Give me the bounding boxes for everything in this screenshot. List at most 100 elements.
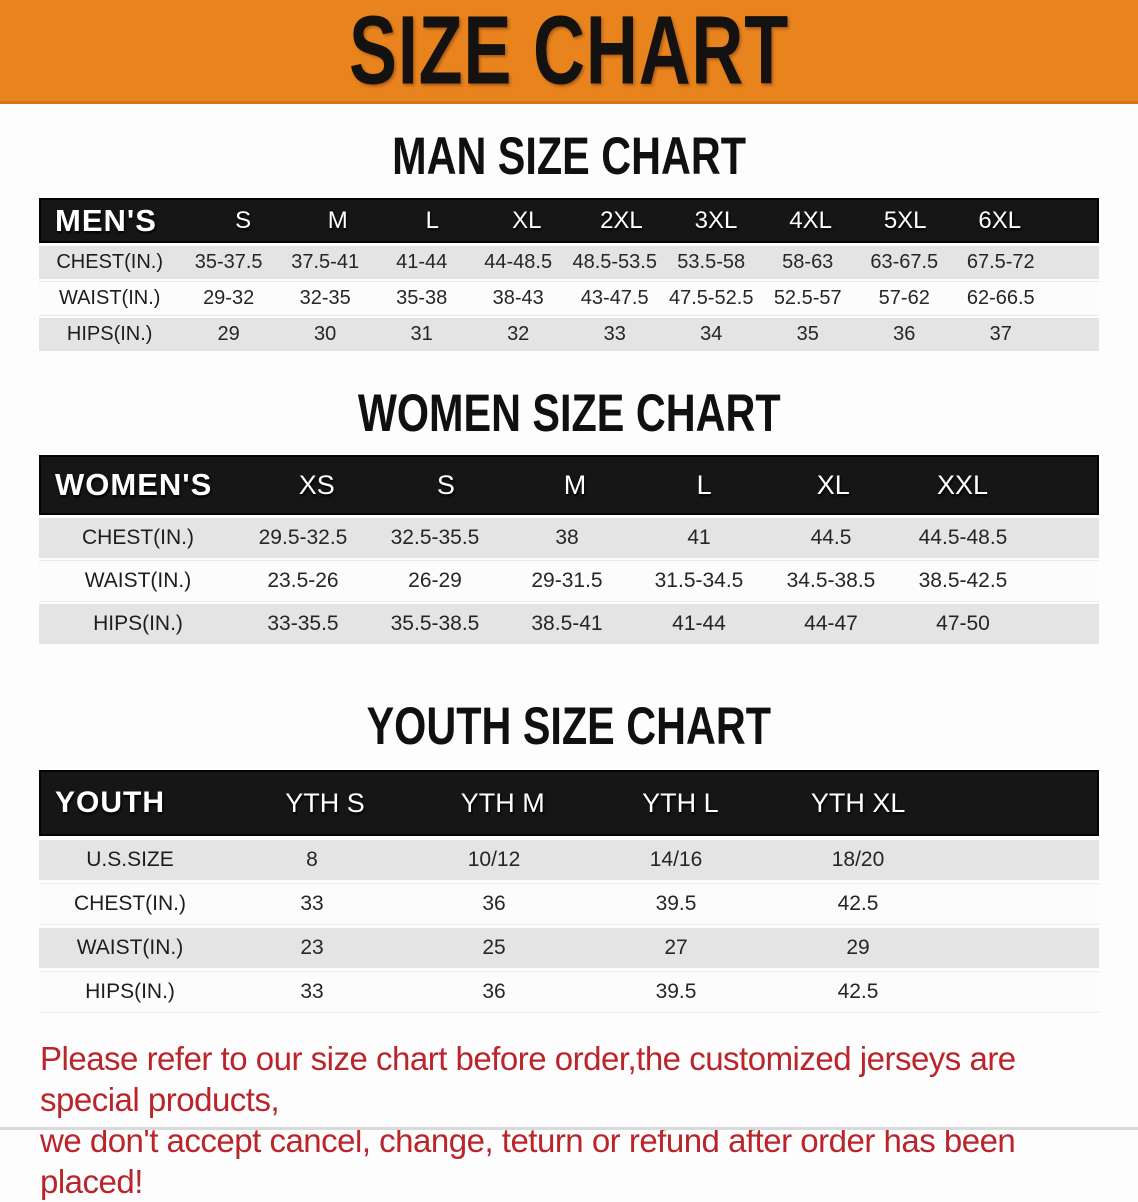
women-table-corner-label: WOMEN'S [55, 467, 213, 502]
men-value-cell-0-2: 41-44 [396, 251, 448, 273]
men-size-column-header-7: 5XL [883, 206, 927, 234]
women-size-column-header-4: XL [816, 469, 850, 500]
men-value-cell-2-5: 34 [700, 323, 723, 345]
men-size-column-header-4: 2XL [600, 206, 643, 234]
men-value-cell-2-7: 36 [893, 323, 916, 345]
disclaimer-line-2: we don't accept cancel, change, teturn o… [40, 1122, 1016, 1200]
men-value-cell-2-0: 29 [217, 323, 240, 345]
men-value-cell-1-8: 62-66.5 [966, 287, 1035, 309]
men-row-label-1: WAIST(IN.) [58, 287, 161, 309]
men-size-column-header-5: 3XL [694, 206, 738, 234]
bottom-edge-line [0, 1127, 1138, 1130]
section-heading-women-text: WOMEN SIZE CHART [357, 382, 781, 443]
men-size-column-header-6: 4XL [789, 206, 832, 234]
men-value-cell-2-3: 32 [507, 323, 530, 345]
men-value-cell-1-4: 43-47.5 [580, 287, 649, 309]
women-value-cell-1-4: 34.5-38.5 [786, 569, 876, 592]
youth-value-cell-0-0: 8 [306, 848, 318, 871]
men-value-cell-1-2: 35-38 [396, 287, 448, 309]
men-value-cell-2-6: 35 [796, 323, 819, 345]
youth-value-cell-1-3: 42.5 [837, 892, 879, 915]
women-size-column-header-1: S [436, 469, 455, 500]
youth-value-cell-2-1: 25 [482, 936, 506, 959]
women-value-cell-1-3: 31.5-34.5 [654, 569, 744, 592]
men-size-column-header-3: XL [512, 206, 542, 234]
men-value-cell-2-1: 30 [314, 323, 337, 345]
women-value-cell-0-0: 29.5-32.5 [258, 526, 348, 549]
women-value-cell-0-5: 44.5-48.5 [918, 526, 1008, 549]
youth-value-cell-3-0: 33 [300, 980, 324, 1003]
youth-row-label-0: U.S.SIZE [86, 848, 174, 871]
youth-measurement-row-0: U.S.SIZE 8 10/12 14/16 18/20 [39, 840, 1099, 880]
men-size-column-header-2: L [425, 206, 439, 234]
men-value-cell-0-5: 53.5-58 [677, 251, 746, 273]
women-size-table: WOMEN'S XS S M L XL XXL CHEST(IN.) 29.5-32.5 32.5… [39, 455, 1099, 644]
men-value-cell-1-5: 47.5-52.5 [668, 287, 754, 309]
section-heading-youth-text: YOUTH SIZE CHART [366, 695, 772, 756]
men-value-cell-2-2: 31 [410, 323, 433, 345]
youth-value-cell-3-2: 39.5 [655, 980, 697, 1003]
men-value-cell-1-0: 29-32 [203, 287, 255, 309]
men-measurement-row-0: CHEST(IN.) 35-37.5 37.5-41 41-44 44-48.5 48.5… [39, 246, 1099, 279]
youth-row-label-3: HIPS(IN.) [85, 980, 175, 1003]
women-value-cell-2-4: 44-47 [804, 612, 858, 635]
women-value-cell-1-5: 38.5-42.5 [918, 569, 1008, 592]
women-value-cell-1-2: 29-31.5 [531, 569, 603, 592]
youth-value-cell-1-2: 39.5 [655, 892, 697, 915]
women-size-column-header-2: M [563, 469, 587, 500]
youth-row-label-1: CHEST(IN.) [74, 892, 186, 915]
men-value-cell-0-1: 37.5-41 [291, 251, 360, 273]
section-heading-youth: YOUTH SIZE CHART [0, 696, 1138, 755]
disclaimer-line-1: Please refer to our size chart before or… [40, 1040, 1016, 1118]
men-value-cell-0-8: 67.5-72 [966, 251, 1035, 273]
section-heading-men: MAN SIZE CHART [0, 126, 1138, 185]
women-row-label-1: WAIST(IN.) [84, 569, 192, 592]
youth-measurement-row-2: WAIST(IN.) 23 25 27 29 [39, 928, 1099, 968]
youth-size-column-header-2: YTH L [642, 787, 719, 818]
men-value-cell-1-6: 52.5-57 [773, 287, 842, 309]
youth-value-cell-3-3: 42.5 [837, 980, 879, 1003]
women-value-cell-0-4: 44.5 [810, 526, 852, 549]
women-value-cell-0-3: 41 [687, 526, 711, 549]
men-value-cell-2-8: 37 [989, 323, 1012, 345]
women-value-cell-2-1: 35.5-38.5 [390, 612, 480, 635]
men-value-cell-1-3: 38-43 [492, 287, 544, 309]
youth-table-corner-label: YOUTH [55, 786, 165, 819]
women-size-column-header-3: L [696, 469, 712, 500]
women-value-cell-1-0: 23.5-26 [267, 569, 339, 592]
youth-value-cell-0-2: 14/16 [649, 848, 703, 871]
men-value-cell-2-4: 33 [603, 323, 626, 345]
men-table-header-row: MEN'S S M L XL 2XL 3XL 4XL 5XL 6XL [39, 198, 1099, 243]
men-value-cell-1-1: 32-35 [299, 287, 351, 309]
youth-size-column-header-1: YTH M [460, 787, 545, 818]
youth-table-header-row: YOUTH YTH S YTH M YTH L YTH XL [39, 770, 1099, 836]
section-heading-men-text: MAN SIZE CHART [392, 125, 746, 186]
men-value-cell-0-6: 58-63 [782, 251, 834, 273]
women-value-cell-2-3: 41-44 [672, 612, 726, 635]
youth-size-table: YOUTH YTH S YTH M YTH L YTH XL U.S.SIZE 8 10/12… [39, 770, 1099, 1012]
youth-value-cell-1-1: 36 [482, 892, 506, 915]
men-measurement-row-2: HIPS(IN.) 29 30 31 32 33 34 35 36 37 [39, 318, 1099, 351]
men-value-cell-0-3: 44-48.5 [484, 251, 553, 273]
men-value-cell-0-4: 48.5-53.5 [572, 251, 657, 273]
men-row-label-2: HIPS(IN.) [66, 323, 153, 345]
women-value-cell-2-0: 33-35.5 [267, 612, 339, 635]
banner-title: SIZE CHART [349, 0, 789, 105]
size-chart-banner: SIZE CHART [0, 0, 1138, 104]
men-value-cell-0-0: 35-37.5 [194, 251, 263, 273]
women-size-column-header-5: XXL [936, 469, 988, 500]
women-value-cell-0-2: 38 [555, 526, 579, 549]
youth-value-cell-3-1: 36 [482, 980, 506, 1003]
men-table-corner-label: MEN'S [55, 202, 157, 238]
youth-measurement-row-3: HIPS(IN.) 33 36 39.5 42.5 [39, 972, 1099, 1012]
men-row-label-0: CHEST(IN.) [56, 251, 164, 273]
men-size-column-header-1: M [327, 206, 348, 234]
youth-measurement-row-1: CHEST(IN.) 33 36 39.5 42.5 [39, 884, 1099, 924]
women-value-cell-2-5: 47-50 [936, 612, 990, 635]
women-measurement-row-2: HIPS(IN.) 33-35.5 35.5-38.5 38.5-41 41-44 44-… [39, 604, 1099, 644]
women-size-column-header-0: XS [298, 469, 335, 500]
youth-value-cell-2-0: 23 [300, 936, 324, 959]
men-measurement-row-1: WAIST(IN.) 29-32 32-35 35-38 38-43 43-47.5 47.… [39, 282, 1099, 315]
section-heading-women: WOMEN SIZE CHART [0, 383, 1138, 442]
men-value-cell-0-7: 63-67.5 [870, 251, 939, 273]
